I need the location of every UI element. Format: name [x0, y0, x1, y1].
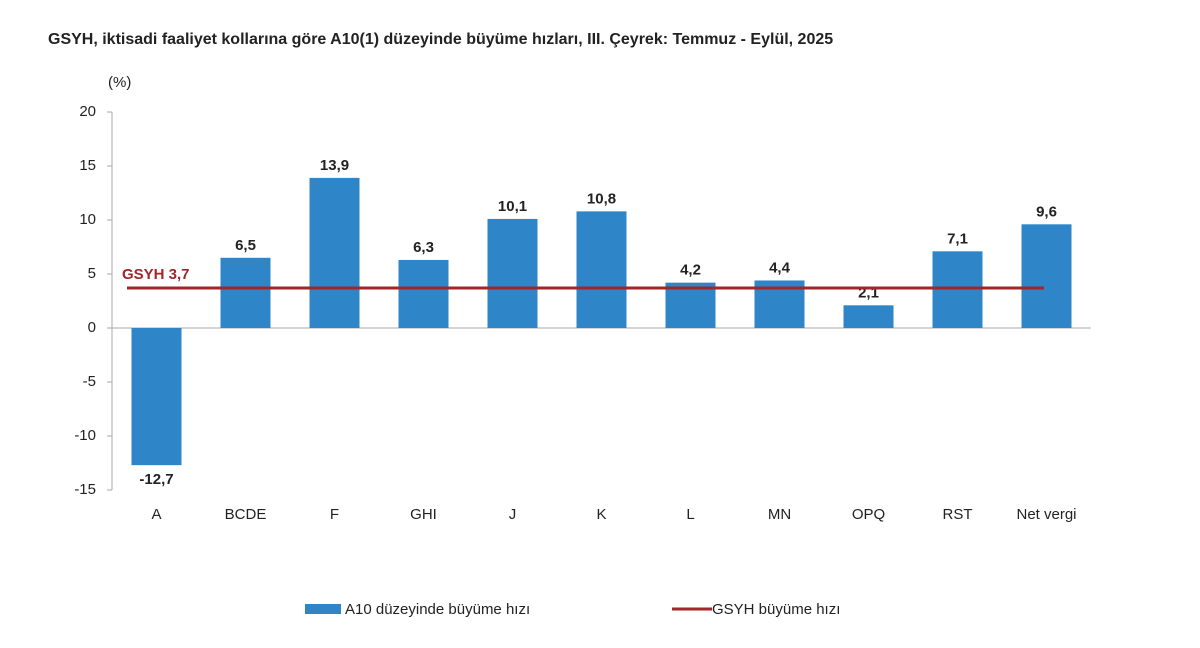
- x-tick-label: J: [509, 506, 517, 523]
- chart-title: GSYH, iktisadi faaliyet kollarına göre A…: [48, 31, 833, 48]
- bar: [932, 251, 983, 328]
- data-label: 9,6: [1036, 203, 1057, 220]
- x-tick-label: GHI: [410, 506, 437, 523]
- legend-swatch: [305, 604, 341, 614]
- bar: [576, 211, 627, 328]
- x-tick-label: L: [686, 506, 694, 523]
- y-tick-label: 15: [79, 157, 96, 174]
- x-tick-label: RST: [943, 506, 973, 523]
- data-label: 7,1: [947, 230, 968, 247]
- y-axis-label: (%): [108, 74, 131, 91]
- bar: [398, 259, 449, 328]
- bar: [843, 305, 894, 328]
- legend-label: GSYH büyüme hızı: [712, 601, 840, 618]
- data-label: 10,8: [587, 190, 616, 207]
- x-tick-label: MN: [768, 506, 791, 523]
- y-tick-label: 10: [79, 211, 96, 228]
- x-tick-label: OPQ: [852, 506, 885, 523]
- y-tick-label: -15: [74, 481, 96, 498]
- bar: [131, 328, 182, 466]
- reference-label: GSYH 3,7: [122, 266, 190, 283]
- x-tick-label: A: [151, 506, 161, 523]
- data-label: 4,4: [769, 259, 791, 276]
- data-label: 13,9: [320, 157, 349, 174]
- data-label: 6,3: [413, 239, 434, 256]
- y-tick-label: -10: [74, 427, 96, 444]
- y-tick-label: -5: [83, 373, 96, 390]
- x-tick-label: K: [596, 506, 606, 523]
- y-tick-label: 20: [79, 103, 96, 120]
- bar: [487, 218, 538, 328]
- y-tick-label: 5: [88, 265, 96, 282]
- x-tick-label: BCDE: [225, 506, 267, 523]
- bar: [309, 177, 360, 328]
- bar: [1021, 224, 1072, 328]
- legend-label: A10 düzeyinde büyüme hızı: [345, 601, 530, 618]
- data-label: 4,2: [680, 262, 701, 279]
- y-tick-label: 0: [88, 319, 96, 336]
- x-tick-label: F: [330, 506, 339, 523]
- bar: [220, 257, 271, 328]
- data-label: -12,7: [139, 471, 173, 488]
- x-tick-label: Net vergi: [1016, 506, 1076, 523]
- data-label: 10,1: [498, 198, 527, 215]
- bar: [665, 282, 716, 328]
- data-label: 6,5: [235, 237, 256, 254]
